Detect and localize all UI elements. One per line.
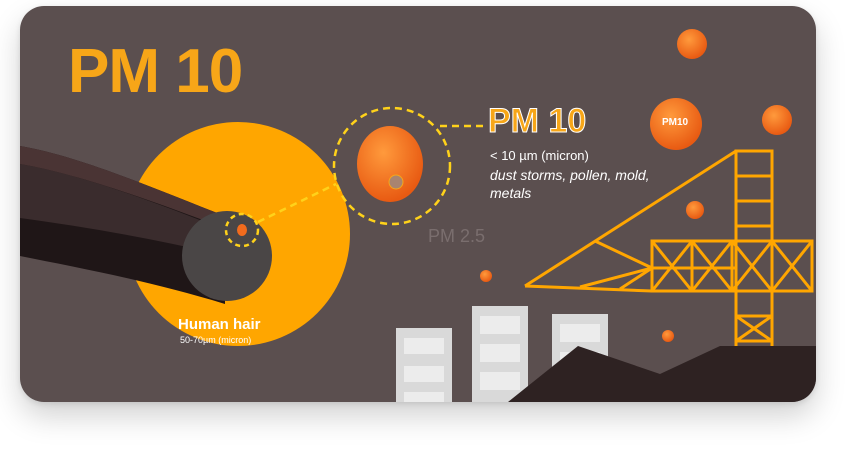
callout-size: < 10 µm (micron)	[490, 148, 589, 163]
construction-crane	[524, 149, 814, 402]
hair-strand-top	[20, 146, 225, 228]
floating-particle	[677, 29, 707, 59]
magnified-particle-ring	[332, 106, 452, 226]
hair-particle	[237, 224, 247, 236]
building-left	[396, 328, 452, 402]
page-title: PM 10	[68, 37, 243, 106]
building-center	[472, 306, 528, 402]
hair-particle-ring	[224, 212, 260, 248]
floating-particle-label: PM10	[662, 117, 689, 128]
floating-particle	[686, 201, 704, 219]
hair-size-label: 50-70µm (micron)	[180, 335, 252, 345]
connector-line	[257, 182, 337, 224]
ground-silhouette	[508, 346, 816, 402]
callout-heading: PM 10	[487, 102, 587, 141]
pm25-particle	[388, 174, 404, 190]
hair-strand-highlight	[20, 164, 220, 254]
illustration	[20, 29, 816, 402]
callout-sources: dust storms, pollen, mold, metals	[490, 167, 650, 201]
pm10-infographic: PM 10 PM 10 < 10 µm (micron) dust storms…	[20, 6, 816, 402]
hair-cross-section	[182, 211, 272, 301]
hair-label: Human hair	[178, 316, 261, 333]
pm25-label: PM 2.5	[428, 226, 486, 246]
magnified-particle	[357, 126, 423, 202]
floating-particle	[480, 270, 492, 282]
floating-particle	[762, 105, 792, 135]
floating-particle-large	[650, 98, 702, 150]
floating-particle	[662, 330, 674, 342]
